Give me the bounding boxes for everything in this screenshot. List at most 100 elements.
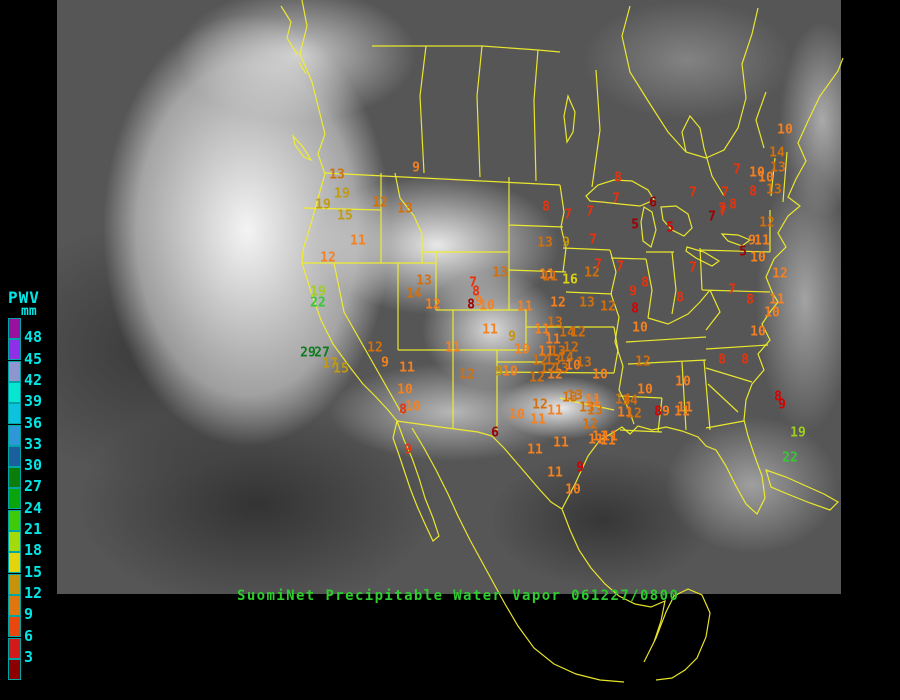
image-title: SuomiNet Precipitable Water Vapor 061227… xyxy=(237,588,680,604)
legend-swatch xyxy=(8,488,21,510)
station-pwv-value: 12 xyxy=(372,195,388,211)
legend-label: 27 xyxy=(24,477,43,496)
station-pwv-value: 8 xyxy=(472,284,480,300)
legend-label: 39 xyxy=(24,392,43,411)
station-pwv-value: 7 xyxy=(733,162,741,178)
legend-units: mm xyxy=(21,304,37,319)
station-pwv-value: 12 xyxy=(367,340,383,356)
station-pwv-value: 29 xyxy=(300,345,316,361)
station-pwv-value: 7 xyxy=(616,259,624,275)
station-pwv-value: 12 xyxy=(532,353,548,369)
station-pwv-value: 9 xyxy=(629,284,637,300)
legend-label: 33 xyxy=(24,434,43,453)
station-pwv-value: 9 xyxy=(576,460,584,476)
station-pwv-value: 12 xyxy=(540,361,556,377)
station-pwv-value: 7 xyxy=(718,201,726,217)
station-pwv-value: 9 xyxy=(662,404,670,420)
station-pwv-value: 13 xyxy=(545,353,561,369)
station-pwv-value: 12 xyxy=(772,266,788,282)
legend-swatch xyxy=(8,531,21,552)
station-pwv-value: 13 xyxy=(576,355,592,371)
station-pwv-value: 8 xyxy=(399,402,407,418)
legend-label: 21 xyxy=(24,520,43,538)
station-pwv-value: 11 xyxy=(545,332,561,348)
legend-swatch xyxy=(8,594,21,616)
station-pwv-value: 13 xyxy=(562,390,578,406)
station-pwv-value: 7 xyxy=(469,275,477,291)
station-pwv-value: 12 xyxy=(550,295,566,311)
station-pwv-value: 11 xyxy=(588,432,604,448)
station-pwv-value: 9 xyxy=(404,442,412,458)
station-pwv-value: 10 xyxy=(749,165,765,181)
station-pwv-value: 8 xyxy=(614,170,622,186)
station-pwv-value: 15 xyxy=(337,208,353,224)
station-pwv-value: 11 xyxy=(527,442,543,458)
legend-swatch xyxy=(8,616,21,638)
station-pwv-value: 11 xyxy=(445,340,461,356)
station-pwv-value: 13 xyxy=(770,160,786,176)
station-pwv-value: 9 xyxy=(562,235,570,251)
station-pwv-value: 10 xyxy=(777,122,793,138)
station-pwv-value: 14 xyxy=(559,325,575,341)
legend-swatch xyxy=(8,360,21,382)
station-pwv-value: 11 xyxy=(600,433,616,449)
station-pwv-value: 8 xyxy=(654,404,662,420)
station-pwv-value: 8 xyxy=(542,199,550,215)
station-pwv-value: 11 xyxy=(602,429,618,445)
station-pwv-value: 13 xyxy=(492,265,508,281)
state-borders-west xyxy=(302,172,619,432)
station-pwv-value: 11 xyxy=(517,299,533,315)
station-pwv-value: 7 xyxy=(594,257,602,273)
station-pwv-value: 10 xyxy=(565,482,581,498)
station-pwv-value: 11 xyxy=(547,465,563,481)
station-pwv-value: 7 xyxy=(721,185,729,201)
station-pwv-value: 12 xyxy=(626,406,642,422)
station-pwv-value: 10 xyxy=(750,324,766,340)
legend-label: 12 xyxy=(24,583,43,602)
station-pwv-value: 13 xyxy=(766,182,782,198)
station-pwv-value: 27 xyxy=(314,345,330,361)
station-pwv-value: 5 xyxy=(666,220,674,236)
station-pwv-value: 12 xyxy=(759,215,775,231)
station-pwv-value: 17 xyxy=(322,356,338,372)
legend-swatch xyxy=(8,658,21,680)
station-pwv-value: 7 xyxy=(719,204,727,220)
station-pwv-value: 12 xyxy=(584,265,600,281)
station-pwv-value: 11 xyxy=(350,233,366,249)
station-pwv-value: 8 xyxy=(641,275,649,291)
station-pwv-value: 10 xyxy=(637,382,653,398)
station-pwv-value: 11 xyxy=(585,395,601,411)
station-pwv-value: 10 xyxy=(565,358,581,374)
station-pwv-value: 12 xyxy=(425,297,441,313)
station-pwv-value: 10 xyxy=(509,407,525,423)
station-pwv-value: 10 xyxy=(514,342,530,358)
station-pwv-value: 7 xyxy=(728,282,736,298)
station-pwv-value: 12 xyxy=(600,299,616,315)
station-pwv-value: 7 xyxy=(689,260,697,276)
station-pwv-value: 10 xyxy=(675,374,691,390)
legend-swatch xyxy=(8,509,21,531)
station-pwv-value: 11 xyxy=(592,429,608,445)
station-pwv-value: 15 xyxy=(333,361,349,377)
station-pwv-value: 13 xyxy=(553,361,569,377)
station-pwv-value: 13 xyxy=(329,167,345,183)
state-borders-east xyxy=(609,151,788,433)
station-pwv-value: 22 xyxy=(782,450,798,466)
station-pwv-value: 16 xyxy=(562,272,578,288)
legend-label: 6 xyxy=(24,626,34,645)
station-pwv-value: 8 xyxy=(746,292,754,308)
station-pwv-value: 9 xyxy=(475,294,483,310)
station-pwv-value: 11 xyxy=(754,233,770,249)
station-pwv-value: 10 xyxy=(397,382,413,398)
station-pwv-value: 9 xyxy=(778,397,786,413)
station-pwv-value: 11 xyxy=(534,322,550,338)
station-pwv-value: 8 xyxy=(741,352,749,368)
legend-label: 9 xyxy=(24,605,34,624)
station-pwv-value: 12 xyxy=(320,250,336,266)
station-pwv-value: 19 xyxy=(310,284,326,300)
station-pwv-value: 7 xyxy=(708,209,716,225)
station-pwv-value: 12 xyxy=(563,340,579,356)
station-pwv-value: 9 xyxy=(508,329,516,345)
station-pwv-value: 11 xyxy=(553,435,569,451)
